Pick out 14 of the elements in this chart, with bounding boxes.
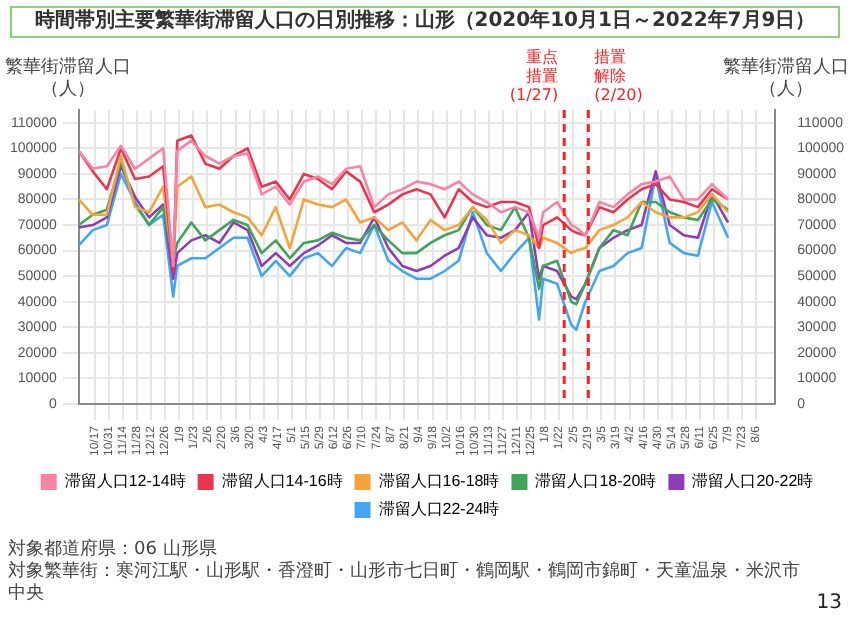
ref-line-label: 重点措置(1/27)	[509, 48, 559, 105]
legend-label: 滞留人口22-24時	[378, 500, 500, 519]
text: 対象都道府県：06 山形県	[8, 540, 219, 561]
y2-axis-title: 繁華街滞留人口（人）	[722, 58, 850, 102]
legend-label: 滞留人口12-14時	[64, 472, 186, 491]
legend-label: 滞留人口20-22時	[692, 472, 814, 491]
y-axis-title: 繁華街滞留人口（人）	[4, 58, 132, 102]
text: 対象繁華街：寒河江駅・山形駅・香澄町・山形市七日町・鶴岡駅・鶴岡市錦町・天童温泉・米沢市中央	[8, 562, 802, 606]
text: 13	[816, 592, 842, 614]
legend-label: 滞留人口18-20時	[535, 472, 657, 491]
ref-line-label: 措置解除(2/20)	[594, 48, 643, 105]
legend-label: 滞留人口16-18時	[378, 472, 500, 491]
chart-title: 時間帯別主要繁華街滞留人口の日別推移：山形（2020年10月1日～2022年7月9日）	[10, 6, 840, 38]
legend-label: 滞留人口14-16時	[221, 472, 343, 491]
